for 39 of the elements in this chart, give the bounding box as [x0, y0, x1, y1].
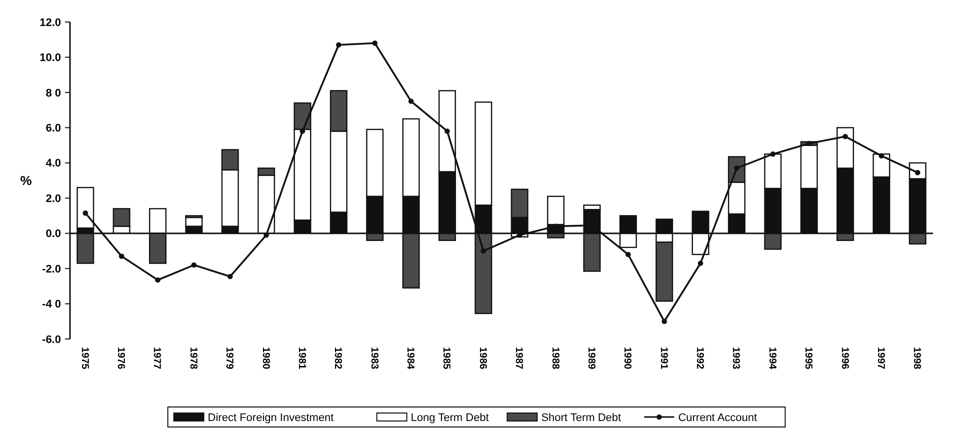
x-tick-label: 1995: [802, 347, 814, 370]
x-tick-label: 1990: [622, 347, 633, 370]
y-axis-title: %: [20, 173, 32, 188]
x-tick-label: 1992: [694, 347, 706, 370]
x-tick-label: 1977: [151, 347, 162, 370]
y-tick-label: 6.0: [46, 122, 61, 135]
legend-label: Short Term Debt: [541, 412, 622, 424]
x-tick-label: 1982: [332, 347, 344, 370]
x-tick-label: 1996: [838, 347, 850, 370]
x-tick-label: 1983: [368, 347, 380, 370]
y-tick-label: -2.0: [42, 263, 61, 276]
legend-label: Current Account: [678, 412, 758, 424]
x-tick-label: 1998: [911, 347, 922, 370]
x-tick-label: 1993: [730, 347, 742, 370]
x-tick-label: 1985: [440, 347, 452, 370]
legend-label: Long Term Debt: [410, 412, 489, 424]
y-tick-label: 10.0: [40, 52, 61, 64]
y-tick-label: 12.0: [40, 16, 61, 29]
legend-label: Direct Foreign Investment: [208, 412, 334, 424]
x-tick-label: 1979: [224, 347, 235, 370]
x-tick-label: 1981: [296, 347, 307, 370]
x-tick-label: 1978: [187, 347, 198, 370]
x-tick-label: 1997: [874, 347, 886, 370]
x-tick-label: 1984: [404, 347, 416, 370]
y-tick-label: -6.0: [42, 334, 61, 346]
x-tick-label: 1986: [476, 347, 488, 370]
x-tick-label: 1991: [658, 347, 669, 370]
x-tick-label: 1976: [115, 347, 126, 370]
y-tick-label: 2.0: [46, 192, 61, 205]
x-tick-label: 1989: [585, 347, 596, 370]
x-tick-label: 1988: [549, 347, 560, 370]
x-tick-label: 1987: [513, 347, 524, 370]
y-tick-label: 8 0: [46, 87, 61, 100]
y-tick-label: 4.0: [46, 158, 61, 170]
x-tick-label: 1975: [78, 347, 90, 370]
y-tick-label: 0.0: [46, 228, 61, 240]
x-tick-label: 1994: [766, 347, 778, 370]
y-tick-label: -4 0: [42, 298, 61, 311]
x-tick-label: 1980: [260, 347, 271, 370]
